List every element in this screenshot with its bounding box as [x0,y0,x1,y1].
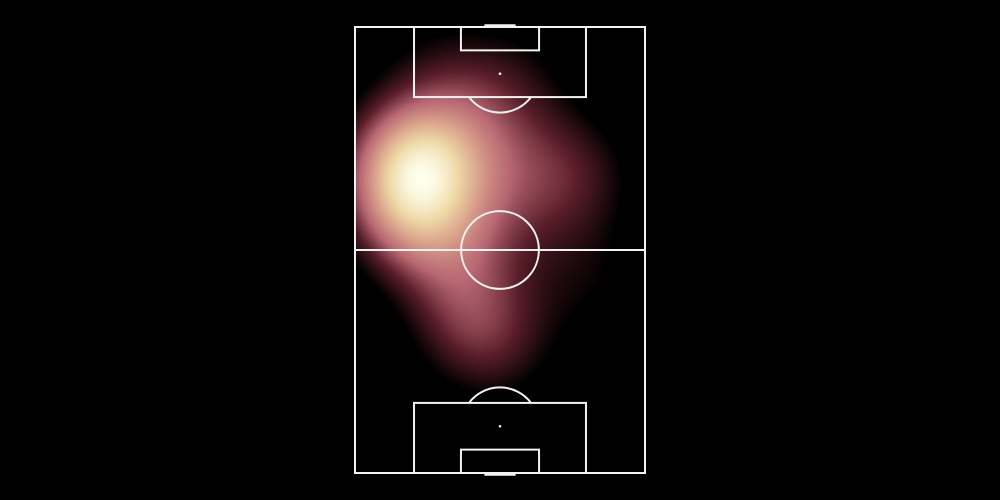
center-spot [499,249,501,251]
penalty-arc-top [468,96,532,114]
penalty-spot-bottom [498,424,502,428]
pitch-lines [354,24,646,476]
penalty-spot-top [498,72,502,76]
penalty-arc-bottom [468,386,532,404]
center-circle [460,210,540,290]
